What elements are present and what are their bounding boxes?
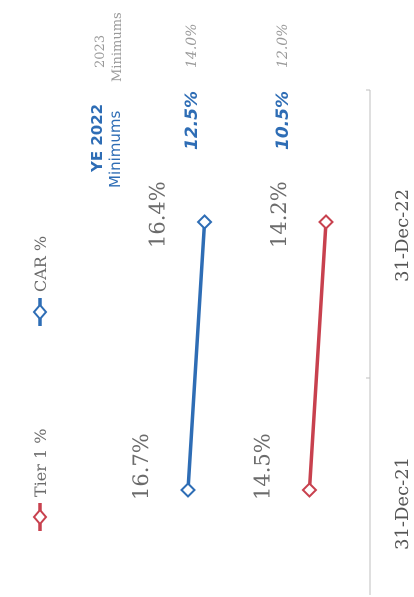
legend: Tier 1 % CAR % xyxy=(31,236,50,531)
ye2022-minimums-header: YE 2022 xyxy=(88,104,106,173)
series-marker xyxy=(301,482,318,498)
data-label: 16.7% xyxy=(129,433,153,500)
y2023-minimums-header: Minimums xyxy=(110,12,125,82)
series-lines: 14.5% 14.2% 16.7% 16.4% xyxy=(129,181,334,500)
minimums-table: YE 2022 Minimums 12.5% 10.5%2023 Minimums 14.… xyxy=(88,12,293,188)
ye2022-tier1-minimum: 10.5% xyxy=(273,91,293,150)
ye2022-car-minimum: 12.5% xyxy=(182,91,202,150)
series-marker xyxy=(196,214,213,230)
y2023-minimums-header: 2023 xyxy=(93,35,108,68)
category-tick-labels: 31-Dec-21 31-Dec-22 xyxy=(392,189,413,550)
data-label: 16.4% xyxy=(146,181,170,248)
ye2022-minimums-header: Minimums xyxy=(106,110,124,188)
category-axis xyxy=(366,89,371,595)
legend-label: Tier 1 % xyxy=(31,429,50,497)
series-line xyxy=(307,220,328,492)
category-tick-label: 31-Dec-21 xyxy=(392,457,413,550)
category-tick-label: 31-Dec-22 xyxy=(392,189,413,282)
data-label: 14.5% xyxy=(250,433,274,500)
legend-marker xyxy=(32,303,48,321)
legend-marker xyxy=(32,508,48,526)
series-line xyxy=(186,220,207,492)
series-marker xyxy=(180,482,196,498)
series-marker xyxy=(318,214,334,230)
data-label: 14.2% xyxy=(267,181,291,248)
y2023-car-minimum: 14.0% xyxy=(184,24,200,68)
y2023-tier1-minimum: 12.0% xyxy=(275,24,291,68)
legend-label: CAR % xyxy=(31,236,50,292)
